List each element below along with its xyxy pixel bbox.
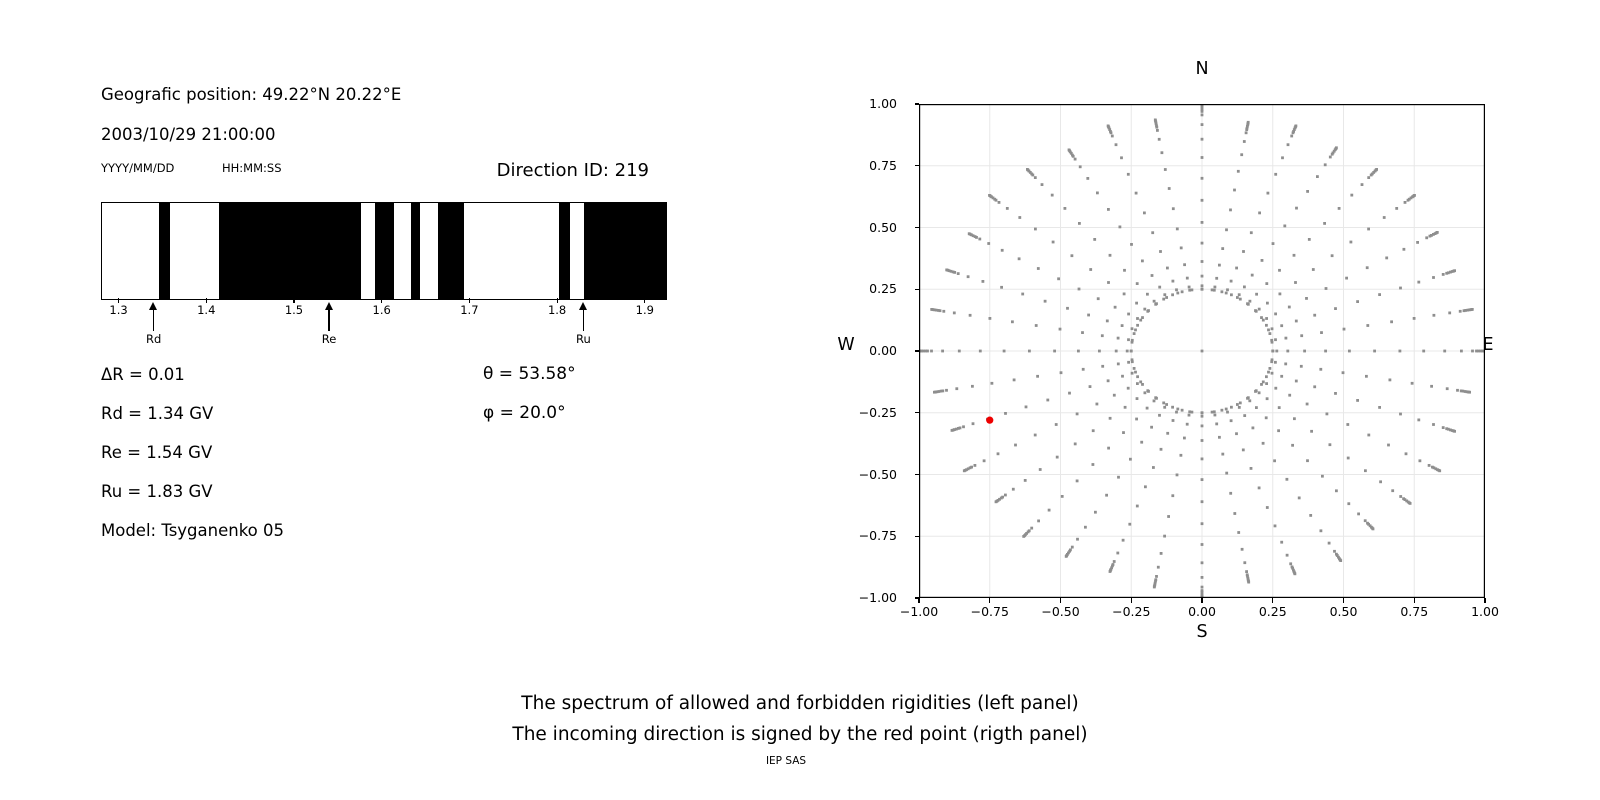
allowed-band xyxy=(558,203,570,299)
y-tick xyxy=(914,597,919,599)
x-tick-label: 0.25 xyxy=(1258,604,1287,619)
caption-line-2: The incoming direction is signed by the … xyxy=(512,724,1088,745)
rigidity-spectrum-axis: 1.3 1.4 1.5 1.6 1.7 1.8 1.9 Rd Re Ru xyxy=(101,298,665,358)
credit-text: IEP SAS xyxy=(765,755,807,767)
x-tick xyxy=(1059,598,1062,603)
x-tick xyxy=(1272,598,1274,603)
allowed-band xyxy=(584,203,666,299)
x-tick-label: −0.25 xyxy=(1112,604,1151,619)
allowed-band xyxy=(218,203,361,299)
figure-caption: The spectrum of allowed and forbidden ri… xyxy=(10,688,1590,750)
y-tick xyxy=(914,103,919,105)
x-tick-label: 0.00 xyxy=(1188,604,1216,619)
x-tick-label: −0.50 xyxy=(1041,604,1080,619)
allowed-band xyxy=(374,203,395,299)
x-tick xyxy=(205,298,207,303)
time-format-label: HH:MM:SS xyxy=(222,161,282,175)
x-tick xyxy=(556,298,558,303)
y-tick-label: 0.25 xyxy=(869,281,897,297)
incoming-direction-red-point xyxy=(986,416,994,424)
value-line: ΔR = 0.01 xyxy=(101,365,185,384)
y-tick xyxy=(914,535,919,537)
x-tick-label: 1.00 xyxy=(1471,604,1499,619)
x-tick xyxy=(1130,598,1132,603)
y-tick-label: 0.75 xyxy=(869,157,897,173)
allowed-band xyxy=(410,203,421,299)
compass-east-label: E xyxy=(1482,335,1494,355)
value-line: Ru = 1.83 GV xyxy=(101,482,213,501)
x-tick-label: 1.5 xyxy=(284,303,304,317)
x-tick xyxy=(381,298,383,303)
value-line: Rd = 1.34 GV xyxy=(101,404,214,423)
cutoff-arrow-icon xyxy=(149,302,158,310)
cutoff-arrow-label: Ru xyxy=(576,332,591,346)
value-line: Model: Tsyganenko 05 xyxy=(101,521,285,540)
date-format-label: YYYY/MM/DD xyxy=(101,161,175,175)
y-tick xyxy=(914,473,919,476)
x-tick xyxy=(1201,598,1203,603)
y-tick xyxy=(914,165,919,167)
y-tick-label: −0.25 xyxy=(858,404,897,420)
y-tick-label: 0.50 xyxy=(869,219,897,235)
caption-line-1: The spectrum of allowed and forbidden ri… xyxy=(521,693,1079,714)
cutoff-arrow-shaft xyxy=(582,309,585,331)
x-tick-label: −0.75 xyxy=(970,604,1009,619)
y-tick-label: 0.00 xyxy=(869,343,897,358)
x-tick-label: 0.50 xyxy=(1329,604,1358,619)
rigidity-spectrum-plot xyxy=(101,202,667,300)
y-tick-label: 1.00 xyxy=(869,96,897,111)
cutoff-arrow-shaft xyxy=(152,309,155,331)
x-tick xyxy=(644,298,646,303)
x-tick xyxy=(1342,598,1345,603)
x-tick-label: 1.8 xyxy=(547,303,567,317)
y-tick xyxy=(914,412,919,414)
y-tick xyxy=(914,226,919,229)
geo-position-text: Geografic position: 49.22°N 20.22°E xyxy=(101,85,402,104)
cutoff-arrow-shaft xyxy=(328,309,330,331)
asymptotic-directions-plot xyxy=(919,104,1485,598)
cutoff-arrow-label: Re xyxy=(321,332,337,346)
compass-north-label: N xyxy=(1195,59,1209,79)
cutoff-arrow-label: Rd xyxy=(145,332,162,346)
asymptotic-trace-dots xyxy=(919,104,1485,598)
x-tick xyxy=(468,298,470,303)
compass-south-label: S xyxy=(1196,622,1208,642)
datetime-text: 2003/10/29 21:00:00 xyxy=(101,125,276,144)
x-tick xyxy=(1413,598,1415,603)
value-line: Re = 1.54 GV xyxy=(101,443,213,462)
x-tick-label: 1.7 xyxy=(460,303,479,317)
y-tick xyxy=(914,288,919,290)
x-tick xyxy=(293,298,295,303)
y-tick xyxy=(914,350,919,352)
cutoff-arrow-icon xyxy=(578,302,587,310)
x-tick xyxy=(918,598,920,603)
angle-line: θ = 53.58° xyxy=(483,364,576,384)
plot-border xyxy=(919,104,1485,598)
x-tick-label: 1.3 xyxy=(109,303,128,317)
allowed-band xyxy=(159,203,170,299)
x-tick xyxy=(1484,598,1486,603)
x-tick-label: 1.9 xyxy=(635,303,654,317)
angle-line: φ = 20.0° xyxy=(483,403,566,423)
x-tick-label: 1.4 xyxy=(197,303,216,317)
x-tick-label: 0.75 xyxy=(1400,604,1429,619)
cutoff-arrow-icon xyxy=(324,302,333,310)
y-tick-label: −0.50 xyxy=(858,466,897,482)
x-tick-label: −1.00 xyxy=(899,604,939,619)
y-tick-label: −0.75 xyxy=(858,528,897,544)
compass-west-label: W xyxy=(837,335,855,355)
x-tick xyxy=(989,598,991,603)
x-tick-label: 1.6 xyxy=(372,303,391,317)
x-tick xyxy=(117,298,120,303)
y-tick-label: −1.00 xyxy=(858,590,897,605)
direction-id-text: Direction ID: 219 xyxy=(496,160,649,181)
allowed-band xyxy=(437,203,465,299)
